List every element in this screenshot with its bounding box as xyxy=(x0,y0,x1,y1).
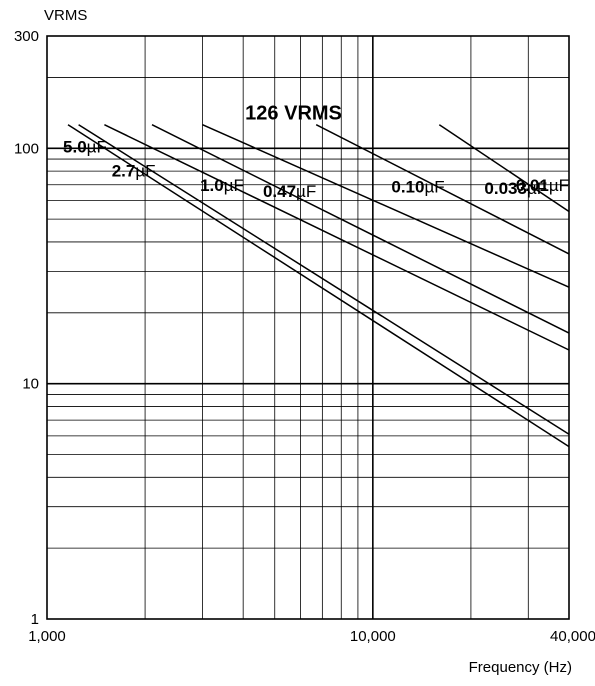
y-tick-label-1: 1 xyxy=(31,611,39,628)
curve-1-0-uf xyxy=(104,124,570,351)
tick-labels: 1,000 10,000 40,000 1 10 100 300 xyxy=(14,28,595,645)
curve-label-5-0-uf: 5.0µF xyxy=(63,137,107,156)
curve-0-033-uf xyxy=(315,124,570,255)
y-tick-label-10: 10 xyxy=(22,376,39,393)
x-axis-title: Frequency (Hz) xyxy=(469,659,572,676)
y-tick-label-100: 100 xyxy=(14,140,39,157)
x-tick-label-1000: 1,000 xyxy=(28,628,66,645)
annotation-126-vrms: 126 VRMS xyxy=(245,103,342,125)
y-tick-label-300: 300 xyxy=(14,28,39,45)
curve-5-0-uf xyxy=(67,124,570,448)
curve-2-7-uf xyxy=(78,124,570,435)
curve-0-10-uf xyxy=(202,124,570,288)
curve-label-0-47-uf: 0.47µF xyxy=(263,182,316,201)
grid xyxy=(47,36,569,619)
curves xyxy=(67,124,570,448)
y-axis-title: VRMS xyxy=(44,7,87,24)
curve-label-0-01-uf: 0.01µF xyxy=(516,176,569,195)
curve-0-47-uf xyxy=(151,124,570,334)
curve-label-0-033-uf: 0.033µF xyxy=(484,179,547,198)
curve-label-1-0-uf: 1.0µF xyxy=(200,176,244,195)
plot-frame xyxy=(46,35,570,620)
curve-0-01-uf xyxy=(438,124,570,213)
x-tick-label-10000: 10,000 xyxy=(350,628,396,645)
curve-label-2-7-uf: 2.7µF xyxy=(112,161,156,180)
curve-label-0-10-uf: 0.10µF xyxy=(391,177,444,196)
x-tick-label-40000: 40,000 xyxy=(550,628,595,645)
